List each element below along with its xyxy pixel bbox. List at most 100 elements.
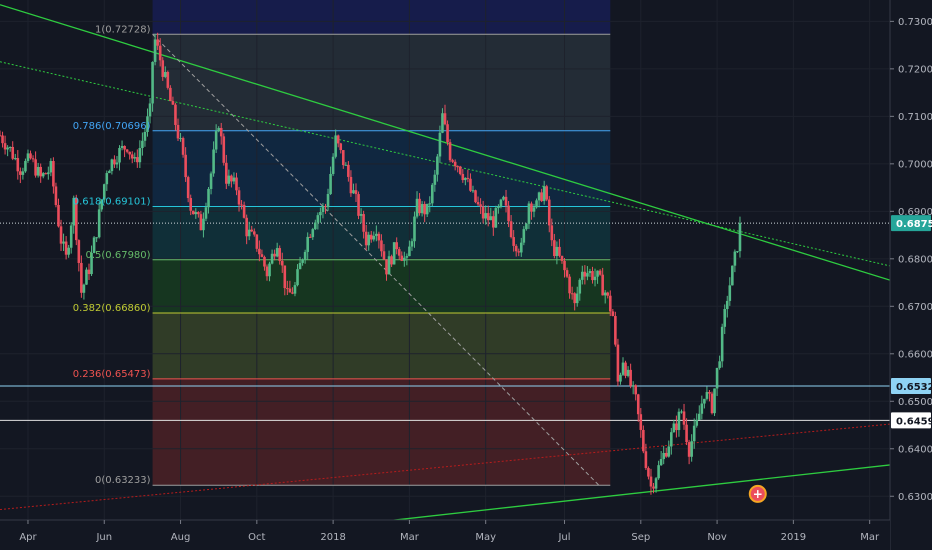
time-tick-label: 2018: [320, 532, 345, 543]
candle: [532, 207, 536, 212]
candle: [504, 196, 508, 206]
candle: [502, 196, 505, 200]
candle: [169, 87, 172, 102]
candle: [634, 385, 638, 395]
time-tick-label: Mar: [400, 532, 420, 543]
candle: [87, 269, 91, 275]
candle: [69, 225, 73, 248]
candle: [553, 240, 556, 256]
candle: [354, 190, 358, 195]
candle: [586, 273, 589, 277]
candle: [115, 162, 119, 165]
candle: [563, 260, 566, 271]
candle: [344, 164, 348, 166]
candle: [631, 385, 635, 387]
candle: [283, 265, 287, 289]
candle: [209, 173, 213, 189]
candle: [697, 413, 701, 420]
candle: [514, 245, 518, 252]
fibonacci-labels: 1(0.72728) 0.786(0.70696) 0.618(0.69101) 0.…: [73, 24, 151, 486]
candle: [581, 271, 584, 280]
candle: [451, 160, 454, 162]
candle: [225, 162, 228, 184]
candle: [235, 177, 238, 191]
candle: [74, 197, 78, 241]
candle: [626, 369, 630, 376]
candle: [423, 204, 426, 215]
candle: [484, 213, 487, 219]
candle: [339, 143, 343, 151]
candle: [44, 173, 48, 175]
candle: [703, 398, 706, 404]
candle: [611, 311, 615, 317]
candle: [390, 256, 393, 265]
candle: [723, 309, 727, 327]
candle: [331, 156, 335, 174]
trendline: [152, 33, 600, 486]
candle: [471, 190, 475, 192]
candle: [652, 486, 655, 489]
candle: [369, 234, 373, 240]
candle: [636, 394, 640, 415]
candle: [469, 178, 472, 191]
time-tick-label: 2019: [781, 532, 806, 543]
candle: [39, 166, 42, 177]
candle: [708, 392, 711, 394]
candle: [156, 39, 159, 46]
candle: [298, 262, 302, 270]
candle: [570, 293, 574, 295]
candle: [163, 71, 167, 77]
candle: [685, 424, 688, 443]
candle: [725, 300, 729, 310]
candle: [492, 216, 495, 228]
candle: [123, 145, 126, 150]
candle: [720, 326, 724, 362]
fib-zone: [152, 312, 611, 379]
candle: [695, 419, 699, 426]
price-tag-label: 0.64597: [896, 416, 932, 427]
time-tick-label: Nov: [707, 532, 727, 543]
candle: [558, 246, 561, 256]
candle: [148, 103, 152, 117]
candle: [535, 200, 538, 208]
candle: [250, 229, 254, 232]
candle: [197, 212, 200, 215]
candle: [639, 414, 643, 430]
candle: [24, 160, 27, 172]
candle: [255, 234, 259, 249]
candle: [62, 241, 65, 244]
candle: [736, 251, 739, 253]
candle: [415, 198, 419, 217]
candle: [258, 248, 261, 255]
candle: [680, 411, 683, 413]
candle: [395, 242, 398, 250]
candle: [232, 177, 236, 182]
candle: [108, 171, 111, 174]
candle: [654, 478, 658, 489]
candle: [153, 39, 157, 62]
candle: [176, 124, 180, 139]
candle: [499, 199, 503, 207]
candle: [364, 231, 368, 246]
candle: [436, 156, 439, 175]
candle: [21, 171, 25, 175]
candle: [92, 237, 96, 253]
candle: [110, 159, 114, 172]
candle: [222, 136, 226, 163]
candle: [453, 161, 457, 167]
candle: [212, 149, 215, 174]
candle: [601, 274, 604, 296]
price-tag-label: 0.68751: [896, 219, 932, 230]
candle: [433, 174, 437, 185]
candle: [280, 260, 284, 266]
candle: [219, 127, 223, 137]
candle: [59, 226, 63, 244]
candle: [52, 161, 55, 187]
candle: [603, 292, 607, 296]
